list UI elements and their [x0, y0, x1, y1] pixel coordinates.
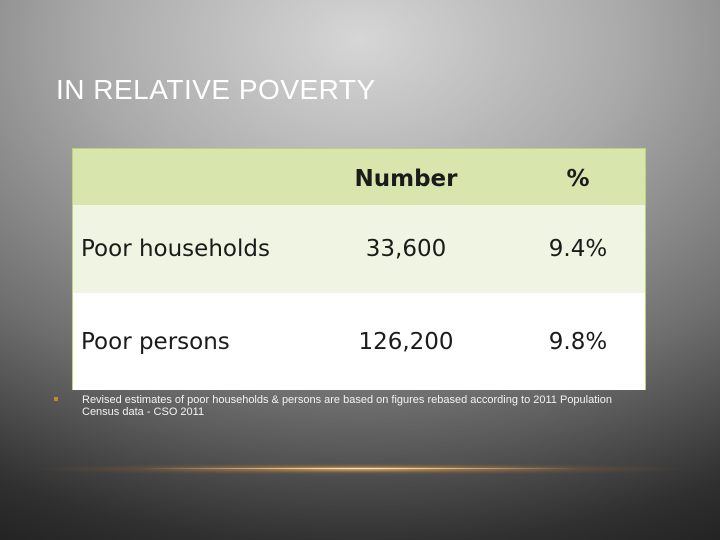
- header-percent: %: [566, 166, 590, 192]
- footnote-text: Revised estimates of poor households & p…: [82, 394, 612, 418]
- row-number: 126,200: [358, 328, 454, 355]
- table-header-row: Number %: [73, 149, 645, 206]
- table-row: Poor households 33,600 9.4%: [73, 205, 645, 294]
- bullet-icon: [54, 397, 58, 401]
- decorative-glow-line-core: [140, 468, 580, 469]
- header-number: Number: [354, 166, 458, 192]
- decorative-glow-line: [40, 464, 680, 474]
- header-label: [81, 149, 321, 207]
- slide-title: IN RELATIVE POVERTY: [56, 74, 376, 105]
- row-label: Poor persons: [81, 328, 230, 355]
- row-label: Poor households: [81, 236, 270, 262]
- row-percent: 9.4%: [548, 236, 608, 262]
- poverty-table: Number % Poor households 33,600 9.4% Poo…: [72, 148, 646, 390]
- row-number: 33,600: [365, 236, 447, 262]
- table-row: Poor persons 126,200 9.8%: [73, 293, 645, 390]
- row-percent: 9.8%: [548, 328, 608, 355]
- footnote: Revised estimates of poor households & p…: [54, 394, 624, 418]
